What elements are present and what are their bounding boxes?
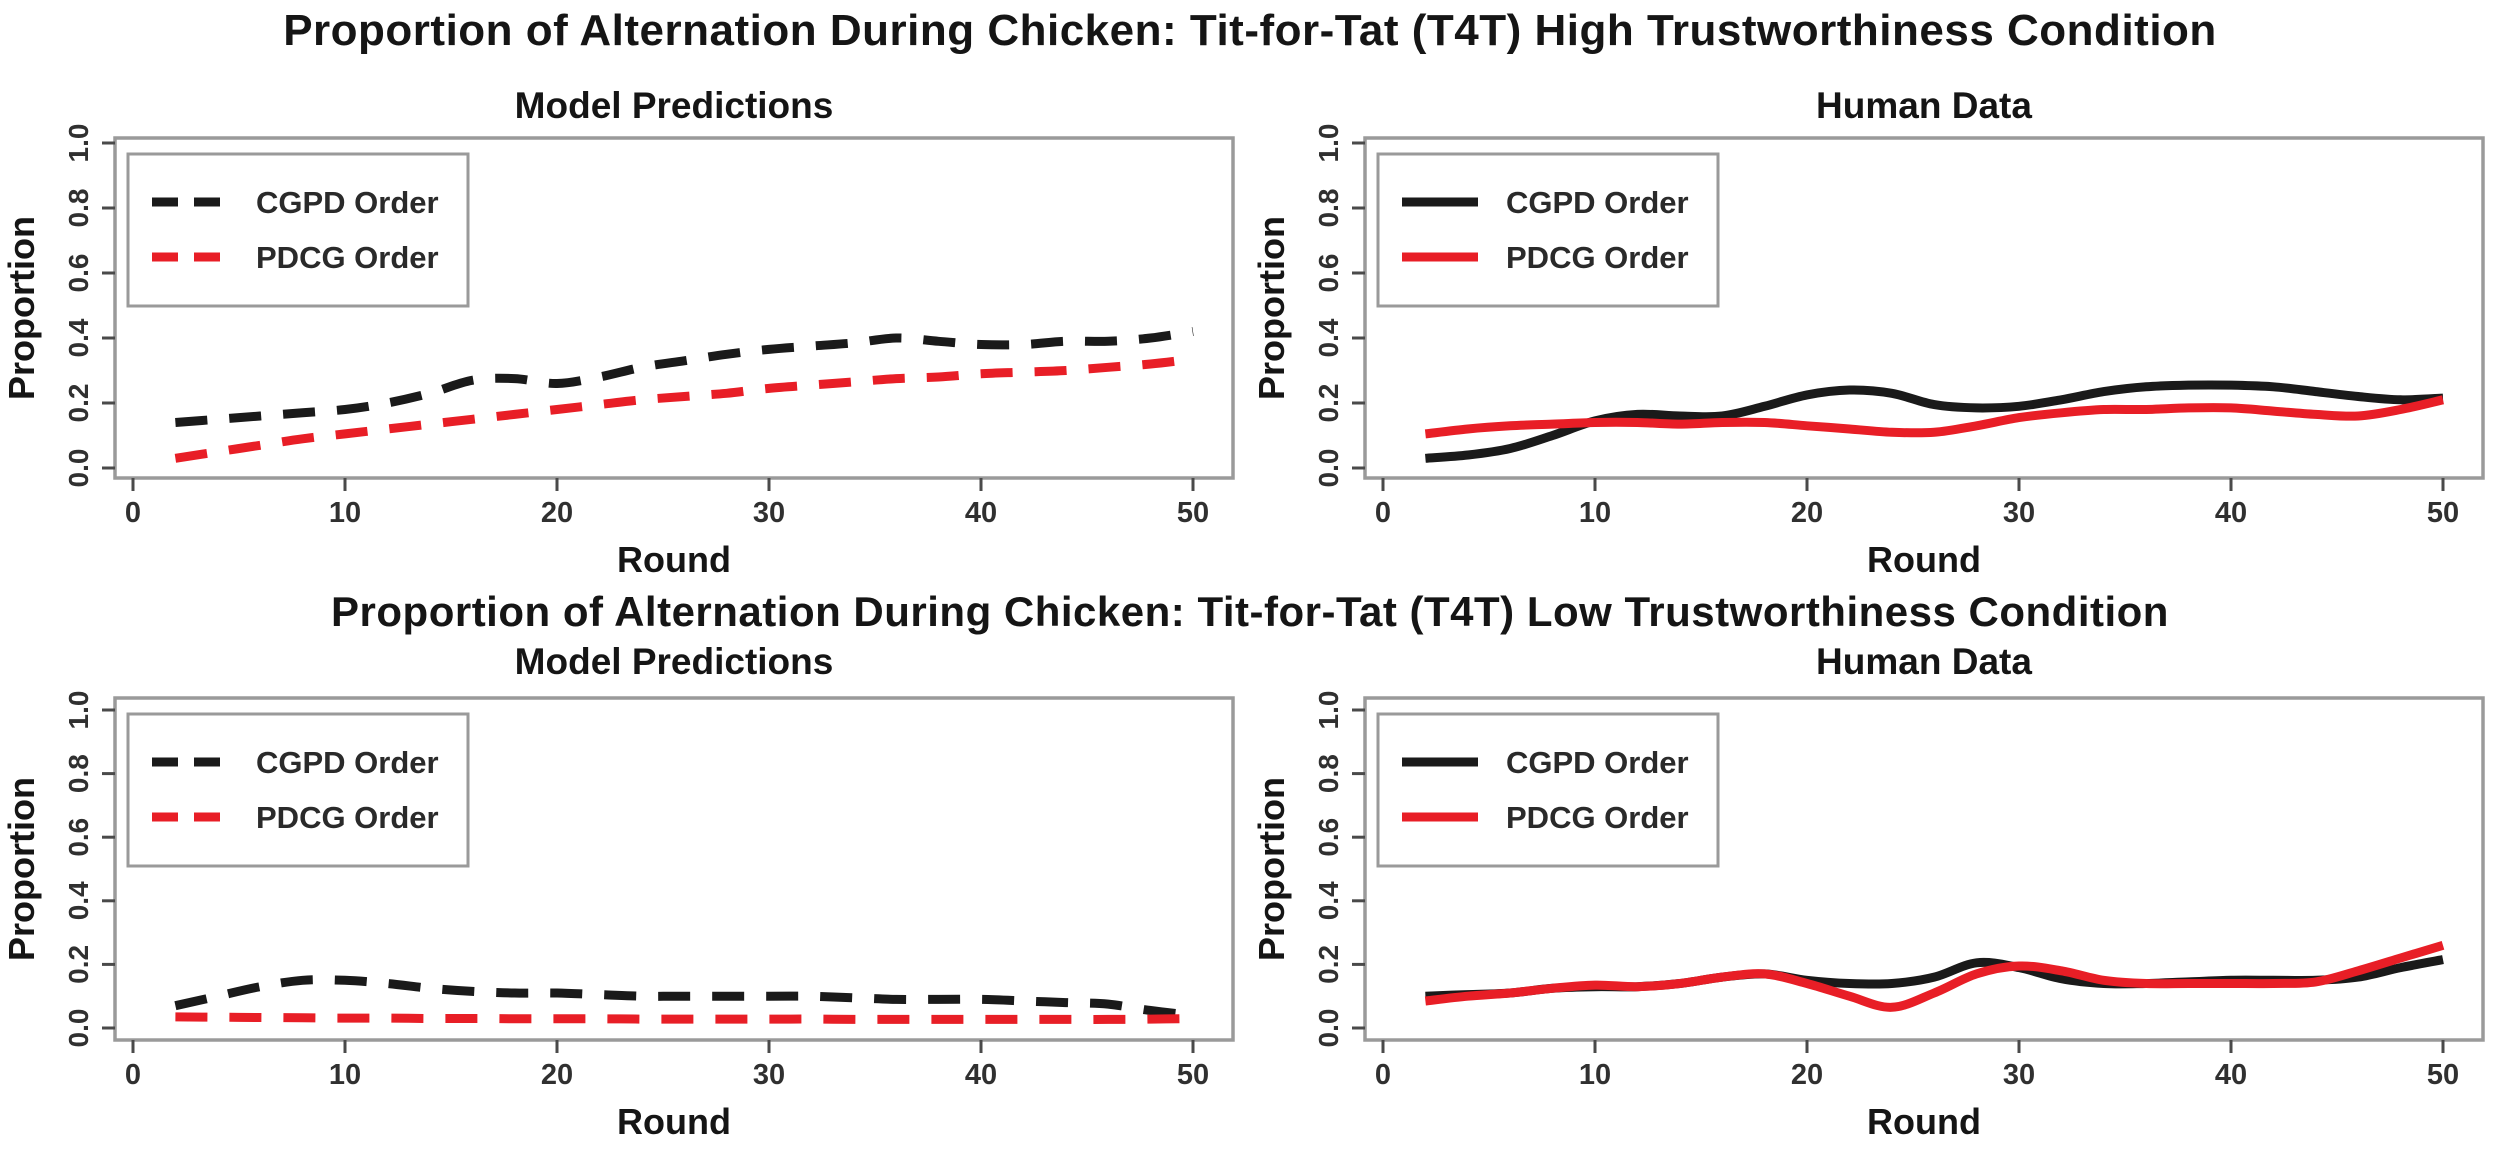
low-condition-title: Proportion of Alternation During Chicken… [331,588,2169,635]
x-tick-label: 30 [753,497,785,529]
chart-human-data-high: Human Data 0 10 20 30 40 50 0.0 0.2 0.4 0.6 0.8 1.0 R… [1250,60,2500,585]
x-tick-label: 40 [2215,497,2247,529]
legend-label-pdcg: PDCG Order [1506,240,1689,275]
legend-box [1376,152,1720,308]
legend-box [126,152,470,308]
y-axis-label: Proportion [1,777,42,961]
chart-human-data-low: Human Data 0 10 20 30 40 50 0.0 0.2 0.4 0.6 0.8 1.0 R… [1250,640,2500,1151]
y-tick-label: 0.6 [63,818,94,857]
y-tick-label: 0.4 [63,318,94,357]
y-tick-label: 0.4 [1313,881,1344,920]
series-line-cgpd [175,327,1194,427]
x-tick-label: 10 [329,497,361,529]
y-axis-label: Proportion [1251,216,1292,400]
chart-svg-top-right: Human Data 0 10 20 30 40 50 0.0 0.2 0.4 0.6 0.8 1.0 R… [1251,85,2485,580]
legend-label-pdcg: PDCG Order [1506,800,1689,835]
legend-label-pdcg: PDCG Order [256,240,439,275]
y-tick-label: 0.2 [63,945,94,984]
y-tick-label: 0.8 [63,189,94,228]
series-line-cgpd [174,975,1194,1020]
legend-label-cgpd: CGPD Order [1506,745,1689,780]
x-tick-label: 20 [541,1059,573,1091]
subplot-title: Human Data [1816,641,2032,682]
chart-svg-bottom-right: Human Data 0 10 20 30 40 50 0.0 0.2 0.4 0.6 0.8 1.0 R… [1251,641,2485,1142]
y-tick-label: 1.0 [1313,691,1344,730]
y-tick-label: 1.0 [63,691,94,730]
x-tick-label: 20 [1791,497,1823,529]
x-tick-label: 40 [2215,1059,2247,1091]
x-tick-label: 10 [1579,1059,1611,1091]
subplot-title: Human Data [1816,85,2032,126]
x-tick-label: 50 [2427,497,2459,529]
y-tick-label: 0.2 [63,384,94,423]
legend-label-cgpd: CGPD Order [1506,185,1689,220]
y-axis-label: Proportion [1251,777,1292,961]
x-tick-label: 30 [753,1059,785,1091]
y-tick-label: 0.8 [1313,754,1344,793]
legend-label-cgpd: CGPD Order [256,185,439,220]
series-line-pdcg [174,354,1194,463]
y-tick-label: 0.2 [1313,384,1344,423]
y-tick-label: 0.0 [1313,449,1344,488]
y-axis-label: Proportion [1,216,42,400]
y-tick-label: 0.0 [1313,1009,1344,1048]
x-tick-label: 50 [2427,1059,2459,1091]
x-axis-label: Round [617,1101,731,1142]
x-tick-label: 10 [1579,497,1611,529]
y-tick-label: 0.6 [1313,818,1344,857]
chart-svg-top-left: Model Predictions 0 10 20 30 40 50 0.0 0.2 0.4 0.6… [1,85,1235,580]
legend-label-cgpd: CGPD Order [256,745,439,780]
x-tick-label: 0 [1375,1059,1391,1091]
x-tick-label: 10 [329,1059,361,1091]
y-tick-label: 0.0 [63,1009,94,1048]
x-tick-label: 30 [2003,1059,2035,1091]
y-tick-label: 1.0 [1313,124,1344,163]
x-axis-label: Round [1867,1101,1981,1142]
x-tick-label: 50 [1177,497,1209,529]
chart-model-predictions-high: Model Predictions 0 10 20 30 40 50 0.0 0.2 0.4 0.6… [0,60,1250,585]
y-tick-label: 0.0 [63,449,94,488]
y-tick-label: 0.8 [63,754,94,793]
y-tick-label: 0.4 [1313,318,1344,357]
x-tick-label: 30 [2003,497,2035,529]
x-tick-label: 20 [1791,1059,1823,1091]
y-tick-label: 0.6 [1313,254,1344,293]
x-tick-label: 40 [965,497,997,529]
x-tick-label: 20 [541,497,573,529]
chart-model-predictions-low: Model Predictions 0 10 20 30 40 50 0.0 0.2 0.4 0.6… [0,640,1250,1151]
x-tick-label: 0 [125,497,141,529]
x-tick-label: 0 [125,1059,141,1091]
series-line-pdcg [1424,940,2445,1012]
chart-svg-bottom-left: Model Predictions 0 10 20 30 40 50 0.0 0.2 0.4 0.6… [1,641,1235,1142]
y-tick-label: 1.0 [63,124,94,163]
x-tick-label: 0 [1375,497,1391,529]
high-condition-title: Proportion of Alternation During Chicken… [283,6,2217,55]
subplot-title: Model Predictions [515,85,834,126]
y-tick-label: 0.2 [1313,945,1344,984]
legend-box [1376,712,1720,868]
y-tick-label: 0.6 [63,254,94,293]
x-tick-label: 50 [1177,1059,1209,1091]
y-tick-label: 0.4 [63,881,94,920]
subplot-title: Model Predictions [515,641,834,682]
y-tick-label: 0.8 [1313,189,1344,228]
series-line-pdcg [175,1012,1194,1024]
x-axis-label: Round [617,539,731,580]
legend-label-pdcg: PDCG Order [256,800,439,835]
x-axis-label: Round [1867,539,1981,580]
series-line-pdcg [1424,395,2445,439]
x-tick-label: 40 [965,1059,997,1091]
legend-box [126,712,470,868]
